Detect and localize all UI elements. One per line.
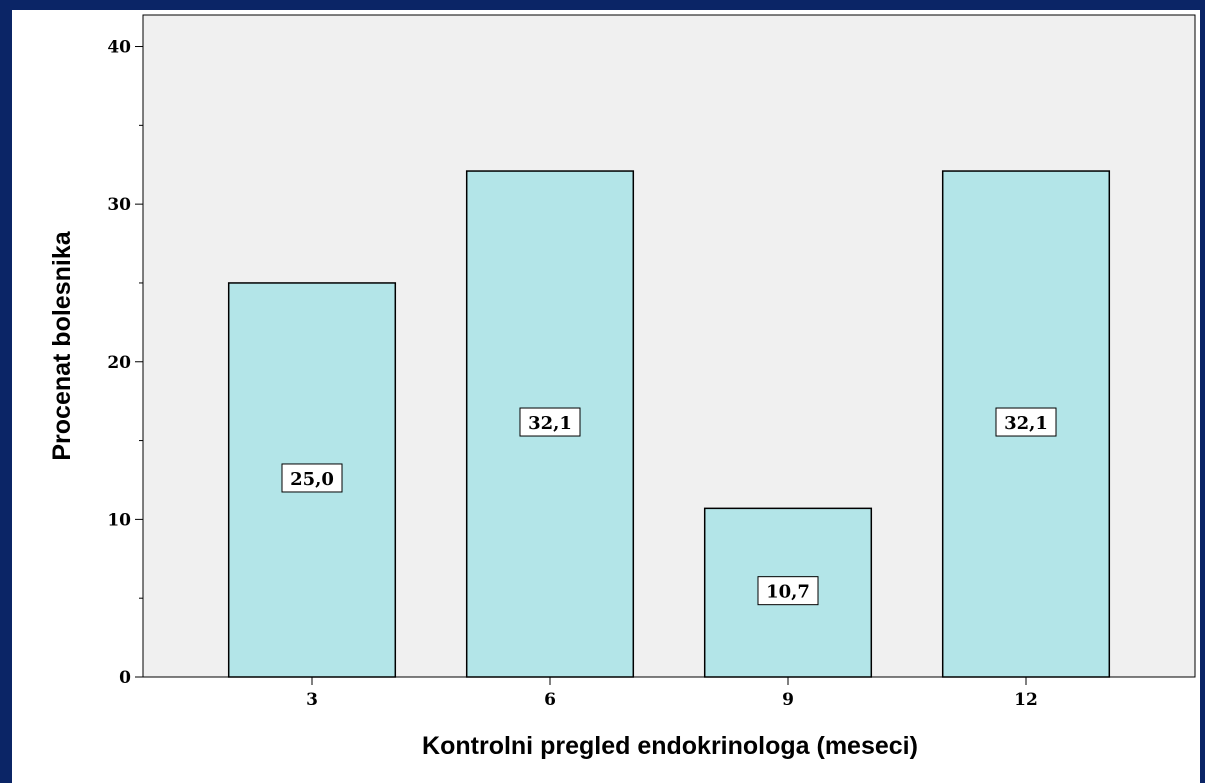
y-tick-label: 40 [107, 38, 131, 58]
y-axis-title: Procenat bolesnika [48, 230, 76, 460]
value-label: 25,0 [290, 469, 334, 490]
x-axis-title: Kontrolni pregled endokrinologa (meseci) [422, 732, 918, 760]
value-label-box [757, 576, 819, 606]
y-tick-label: 10 [107, 510, 131, 530]
value-label-box [281, 463, 343, 493]
y-tick-label: 0 [119, 668, 131, 688]
value-label: 32,1 [528, 413, 572, 434]
x-tick-label: 6 [544, 690, 556, 710]
value-label-box [995, 407, 1057, 437]
x-tick-label: 9 [782, 690, 794, 710]
value-label: 10,7 [766, 582, 810, 603]
value-label-box [519, 407, 581, 437]
y-tick-label: 30 [107, 195, 131, 215]
x-tick-label: 3 [306, 690, 318, 710]
y-tick-label: 20 [107, 353, 131, 373]
value-label: 32,1 [1004, 413, 1048, 434]
x-tick-label: 12 [1014, 690, 1038, 710]
